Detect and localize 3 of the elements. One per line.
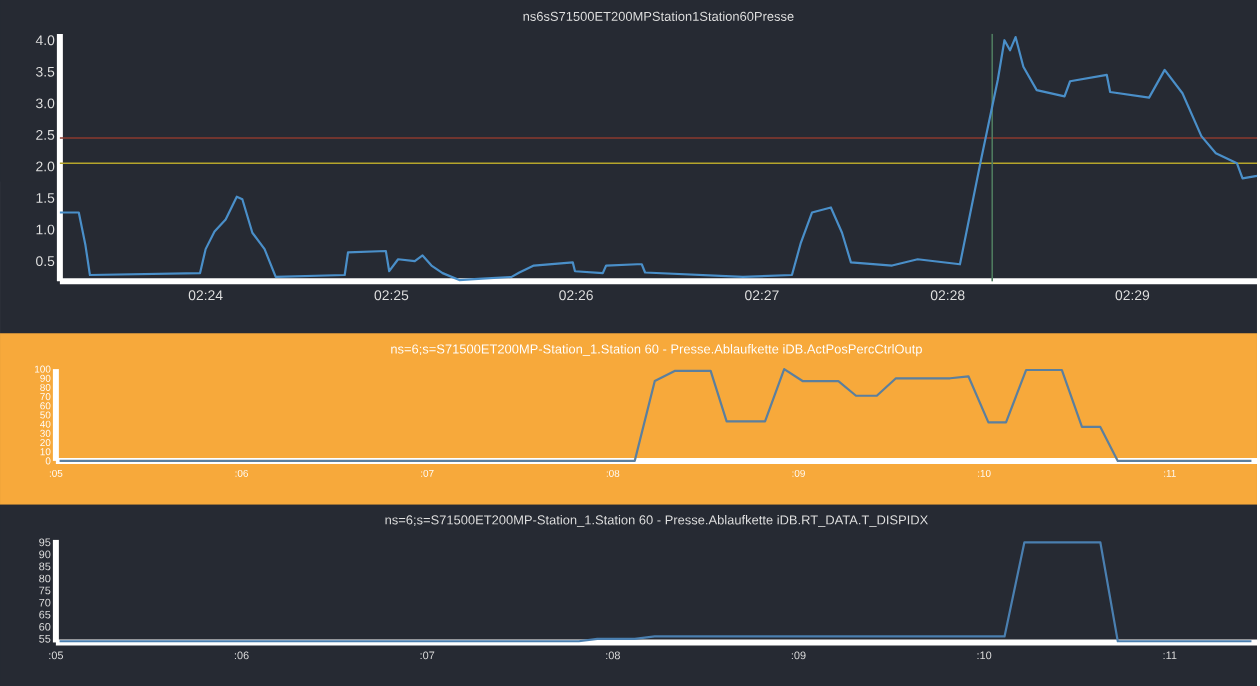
line-series: [58, 541, 1253, 643]
line-series: [58, 367, 1253, 462]
line-series: [58, 35, 1259, 281]
